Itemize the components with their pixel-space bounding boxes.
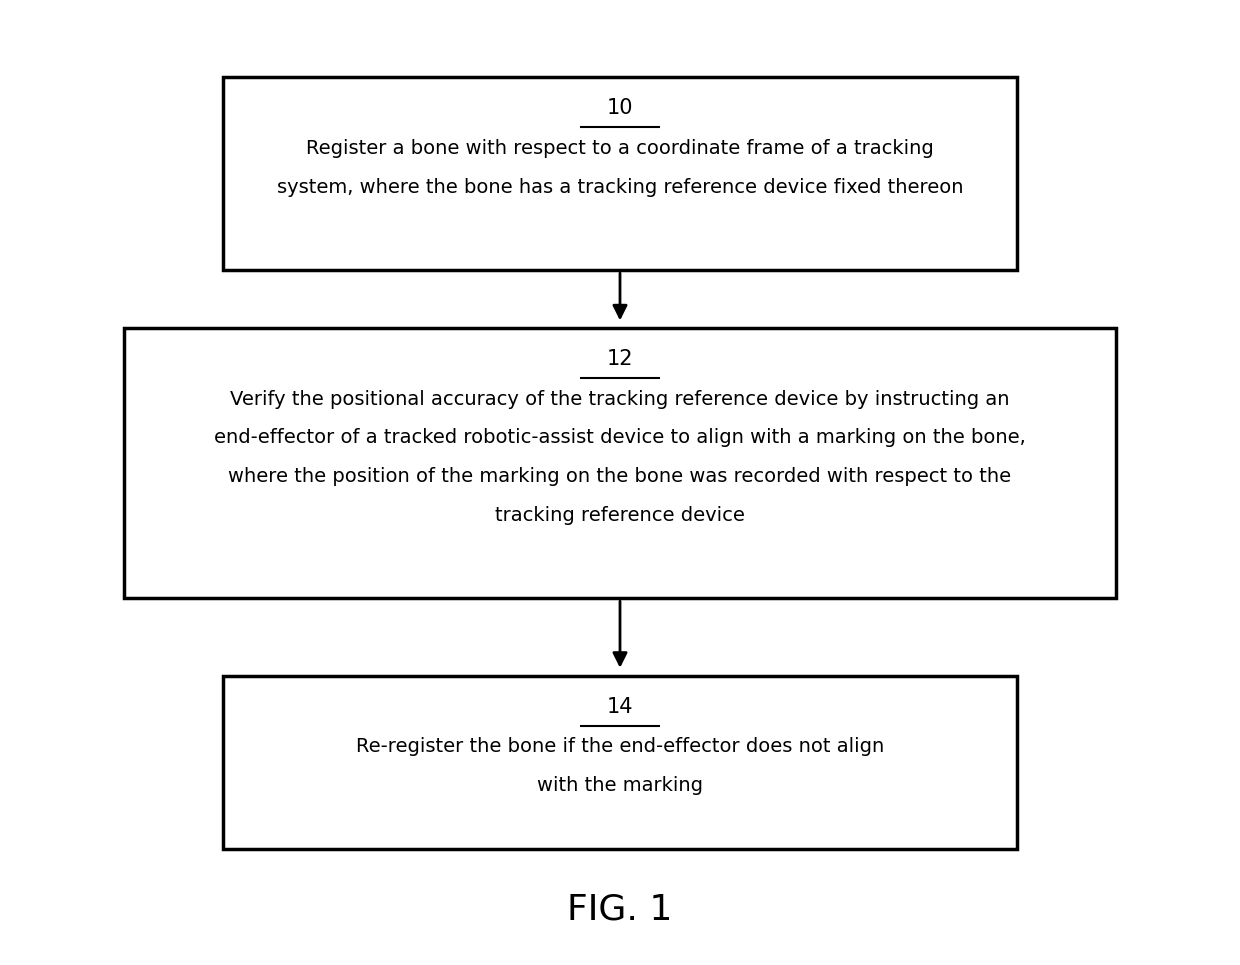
Text: Re-register the bone if the end-effector does not align: Re-register the bone if the end-effector… xyxy=(356,737,884,757)
FancyBboxPatch shape xyxy=(124,328,1116,598)
Text: where the position of the marking on the bone was recorded with respect to the: where the position of the marking on the… xyxy=(228,467,1012,486)
Text: 14: 14 xyxy=(606,697,634,717)
Text: end-effector of a tracked robotic-assist device to align with a marking on the b: end-effector of a tracked robotic-assist… xyxy=(215,428,1025,448)
Text: 10: 10 xyxy=(606,98,634,119)
Text: FIG. 1: FIG. 1 xyxy=(568,893,672,926)
Text: Register a bone with respect to a coordinate frame of a tracking: Register a bone with respect to a coordi… xyxy=(306,139,934,158)
FancyBboxPatch shape xyxy=(223,676,1017,849)
Text: tracking reference device: tracking reference device xyxy=(495,506,745,525)
Text: 12: 12 xyxy=(606,349,634,370)
Text: system, where the bone has a tracking reference device fixed thereon: system, where the bone has a tracking re… xyxy=(277,178,963,197)
Text: Verify the positional accuracy of the tracking reference device by instructing a: Verify the positional accuracy of the tr… xyxy=(231,390,1009,409)
FancyBboxPatch shape xyxy=(223,77,1017,270)
Text: with the marking: with the marking xyxy=(537,776,703,795)
